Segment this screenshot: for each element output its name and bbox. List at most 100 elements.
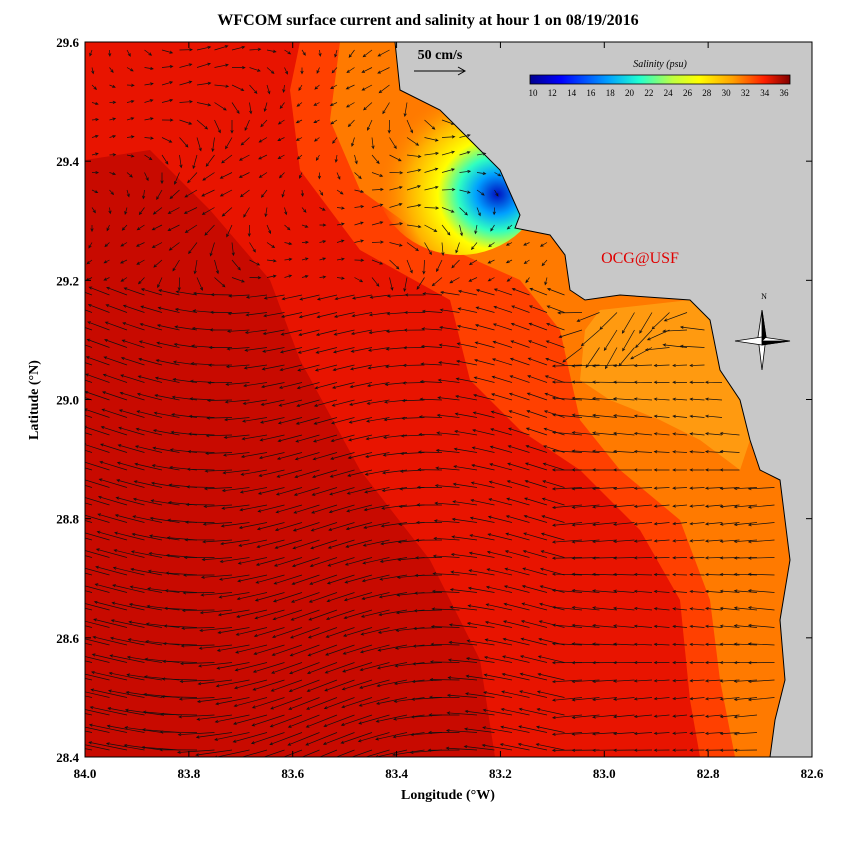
current-vector (571, 605, 600, 611)
current-vector (309, 574, 338, 585)
current-vector (545, 340, 565, 348)
current-vector (551, 430, 583, 436)
current-vector (85, 520, 93, 523)
current-vector (351, 312, 373, 318)
current-vector (362, 557, 390, 565)
current-vector (85, 309, 93, 313)
current-vector (284, 49, 292, 55)
current-vector (278, 399, 303, 407)
current-vector (689, 714, 705, 718)
current-vector (227, 312, 250, 316)
current-vector (551, 413, 583, 418)
current-vector (612, 748, 635, 752)
current-vector (116, 461, 145, 471)
current-vector (621, 312, 635, 334)
current-vector (644, 347, 670, 352)
current-vector (448, 640, 478, 646)
current-vector (662, 329, 688, 333)
current-vector (200, 574, 233, 579)
current-vector (438, 361, 460, 366)
current-vector (118, 426, 145, 436)
current-vector (517, 742, 548, 751)
current-vector (109, 67, 114, 74)
current-vector (196, 277, 203, 291)
current-vector (301, 240, 309, 244)
current-vector (719, 431, 740, 436)
current-vector (591, 487, 618, 491)
current-vector (420, 362, 443, 366)
current-vector (335, 749, 355, 757)
current-vector (284, 207, 288, 216)
current-vector (120, 356, 145, 366)
current-vector (330, 452, 355, 460)
current-vector (591, 556, 618, 560)
current-vector (747, 606, 775, 611)
current-vector (747, 589, 775, 593)
current-vector (392, 732, 425, 739)
current-vector (177, 732, 215, 737)
current-vector (85, 585, 110, 593)
current-vector (310, 522, 338, 532)
current-vector (389, 154, 402, 162)
current-vector (307, 644, 338, 657)
current-vector (486, 550, 513, 558)
compass-label: N (761, 292, 767, 301)
current-vector (266, 274, 277, 278)
current-vector (360, 627, 390, 636)
current-vector (328, 522, 355, 531)
current-vector (345, 522, 373, 531)
current-vector (733, 624, 758, 628)
current-vector (571, 714, 600, 719)
current-vector (126, 117, 135, 121)
current-vector (203, 504, 233, 509)
current-vector (653, 486, 670, 490)
current-vector (306, 662, 338, 675)
current-vector (662, 343, 688, 348)
current-vector (354, 189, 365, 194)
current-vector (476, 189, 485, 196)
current-vector (439, 326, 460, 331)
current-vector (307, 627, 338, 639)
current-vector (281, 294, 303, 301)
current-vector (332, 347, 355, 354)
current-vector (225, 364, 250, 369)
current-vector (689, 414, 705, 418)
current-vector (187, 172, 198, 184)
current-vector (167, 224, 180, 231)
current-vector (209, 310, 233, 314)
current-vector (542, 462, 565, 471)
current-vector (336, 206, 345, 210)
current-vector (154, 394, 180, 401)
current-vector (394, 662, 425, 668)
current-vector (508, 392, 530, 401)
current-vector (348, 434, 373, 442)
current-vector (290, 627, 320, 639)
current-vector (452, 500, 478, 506)
current-vector (124, 207, 128, 215)
current-vector (266, 49, 277, 53)
current-vector (263, 294, 285, 300)
current-vector (472, 411, 495, 418)
current-vector (231, 259, 241, 271)
current-vector (135, 242, 145, 247)
current-vector (537, 672, 565, 681)
current-vector (528, 305, 548, 313)
land (394, 42, 812, 757)
current-vector (344, 574, 373, 584)
current-vector (126, 172, 133, 178)
current-vector (172, 259, 180, 272)
current-vector (507, 462, 530, 471)
current-vector (289, 644, 320, 657)
current-vector (492, 340, 513, 348)
current-vector (733, 714, 758, 719)
current-vector (323, 697, 355, 710)
current-vector (392, 749, 425, 757)
current-vector (103, 259, 110, 264)
current-vector (471, 446, 495, 453)
current-vector (633, 450, 653, 454)
current-vector (406, 224, 422, 229)
current-vector (571, 556, 600, 560)
current-vector (196, 62, 211, 68)
current-vector (672, 522, 688, 526)
current-vector (216, 662, 250, 670)
